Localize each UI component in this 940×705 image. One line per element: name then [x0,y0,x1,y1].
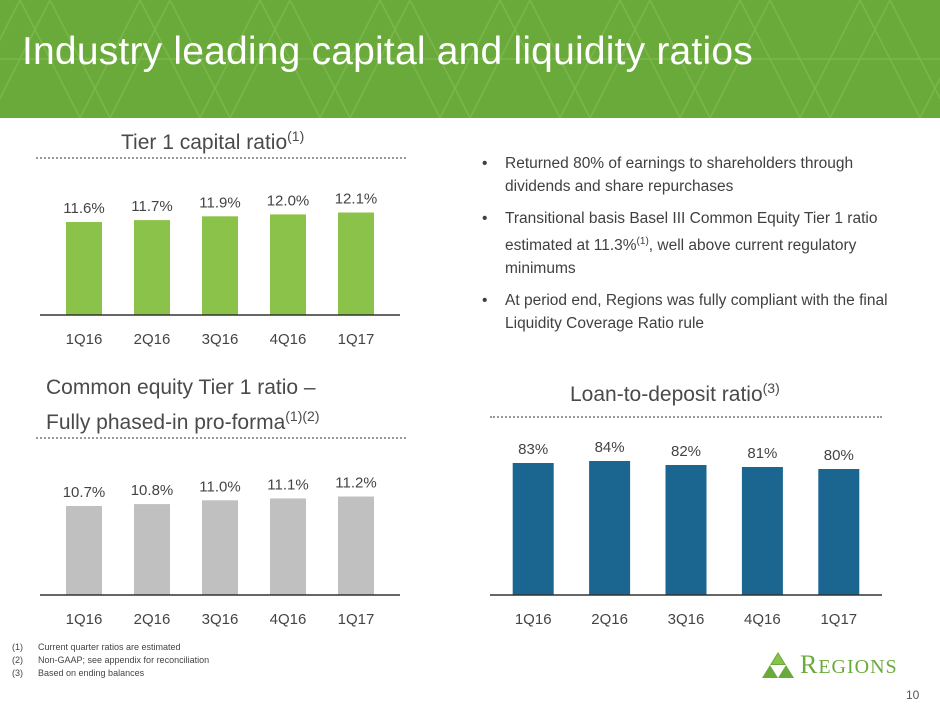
bar-1Q17 [338,496,374,595]
bar-3Q16 [202,500,238,595]
ltd-title-divider [490,416,882,418]
bar-1Q16 [66,222,102,315]
bar-4Q16 [270,498,306,595]
bullet-item: • Transitional basis Basel III Common Equ… [480,207,900,280]
ltd-bar-chart: 83% 1Q16 84% 2Q16 82% 3Q16 81% 4Q16 80% 1Q17 [490,439,882,628]
x-tick-label: 1Q17 [338,611,375,628]
bullet-item: • Returned 80% of earnings to shareholder… [480,152,900,198]
bullet-dot-icon: • [482,155,488,172]
data-label: 81% [747,445,777,462]
x-tick-label: 1Q17 [820,611,857,628]
bar-2Q16 [134,504,170,595]
footnote-text: Based on ending balances [38,668,145,678]
tier1-chart-title: Tier 1 capital ratio(1) [121,122,304,157]
data-label: 10.7% [63,484,106,501]
bar-4Q16 [741,467,783,595]
x-tick-label: 4Q16 [270,331,307,348]
bar-4Q16 [270,214,306,315]
data-label: 84% [595,439,625,456]
data-label: 83% [518,441,548,458]
data-label: 80% [824,447,854,464]
x-tick-label: 4Q16 [270,611,307,628]
bullet-text: At period end, Regions was fully complia… [505,292,888,333]
ltd-chart-title: Loan-to-deposit ratio(3) [570,374,780,409]
bar-1Q16 [512,463,554,595]
x-tick-label: 2Q16 [591,611,628,628]
data-label: 11.6% [63,200,104,217]
x-tick-label: 1Q16 [66,331,103,348]
banner-pattern [0,0,940,118]
cet1-title-line2: Fully phased-in pro-forma [46,411,286,434]
cet1-chart-title: Common equity Tier 1 ratio – Fully phase… [46,374,320,437]
bullet-text-post: , well above current regulatory minimums [505,237,857,278]
bar-3Q16 [665,465,707,595]
tier1-title-footnote-ref: (1) [287,128,305,144]
data-label: 11.9% [199,194,240,211]
page-number: 10 [906,688,920,702]
tier1-title-text: Tier 1 capital ratio [121,131,288,154]
cet1-bar-chart: 10.7% 1Q16 10.8% 2Q16 11.0% 3Q16 11.1% 4Q16 11.2… [40,475,400,628]
slide-title: Industry leading capital and liquidity r… [22,30,753,73]
x-tick-label: 1Q16 [66,611,103,628]
footnote-number: (2) [12,655,23,665]
cet1-title-divider [36,437,406,439]
data-label: 11.7% [131,198,172,215]
footnote: (1) Current quarter ratios are estimated [12,641,209,654]
bullet-footnote-ref: (1) [636,236,649,247]
footnotes: (1) Current quarter ratios are estimated … [12,641,209,680]
regions-triangle-icon [762,652,794,678]
bullet-item: • At period end, Regions was fully compli… [480,289,900,335]
x-tick-label: 4Q16 [744,611,781,628]
logo-letters-rest: EGIONS [818,656,898,678]
title-banner: Industry leading capital and liquidity r… [0,0,940,118]
ltd-title-footnote-ref: (3) [762,380,780,396]
data-label: 11.2% [335,475,376,492]
bar-1Q17 [338,212,374,315]
x-tick-label: 2Q16 [134,611,171,628]
cet1-title-footnote-ref: (1)(2) [285,408,320,424]
footnote: (2) Non-GAAP; see appendix for reconcilia… [12,654,209,667]
data-label: 11.0% [199,478,240,495]
cet1-title-line1: Common equity Tier 1 ratio – [46,376,316,399]
bar-3Q16 [202,216,238,315]
footnote-number: (1) [12,642,23,652]
data-label: 11.1% [267,476,308,493]
x-tick-label: 2Q16 [134,331,171,348]
ltd-title-text: Loan-to-deposit ratio [570,383,763,406]
footnote-text: Non-GAAP; see appendix for reconciliatio… [38,655,210,665]
logo-letter-r: R [800,650,819,679]
tier1-title-divider [36,157,406,159]
data-label: 12.0% [267,192,310,209]
bullet-text-pre: Transitional basis Basel III Common Equi… [505,210,878,255]
x-tick-label: 1Q17 [338,331,375,348]
regions-logo: REGIONS [762,650,898,680]
bullet-text: Returned 80% of earnings to shareholders… [505,155,854,195]
data-label: 12.1% [335,191,378,208]
bar-2Q16 [589,461,631,595]
bar-1Q16 [66,506,102,595]
footnote: (3) Based on ending balances [12,667,209,680]
x-tick-label: 3Q16 [202,611,239,628]
footnote-text: Current quarter ratios are estimated [38,642,181,652]
bullet-dot-icon: • [482,292,488,310]
bar-2Q16 [134,220,170,315]
bullet-dot-icon: • [482,210,488,227]
tier1-bar-chart: 11.6% 1Q16 11.7% 2Q16 11.9% 3Q16 12.0% 4Q16 12.1… [40,191,400,348]
x-tick-label: 3Q16 [668,611,705,628]
bar-1Q17 [818,469,860,595]
data-label: 10.8% [131,482,174,499]
x-tick-label: 1Q16 [515,611,552,628]
data-label: 82% [671,443,701,460]
key-points-list: • Returned 80% of earnings to shareholder… [480,152,900,344]
footnote-number: (3) [12,668,23,678]
x-tick-label: 3Q16 [202,331,239,348]
logo-wordmark: REGIONS [800,650,898,680]
